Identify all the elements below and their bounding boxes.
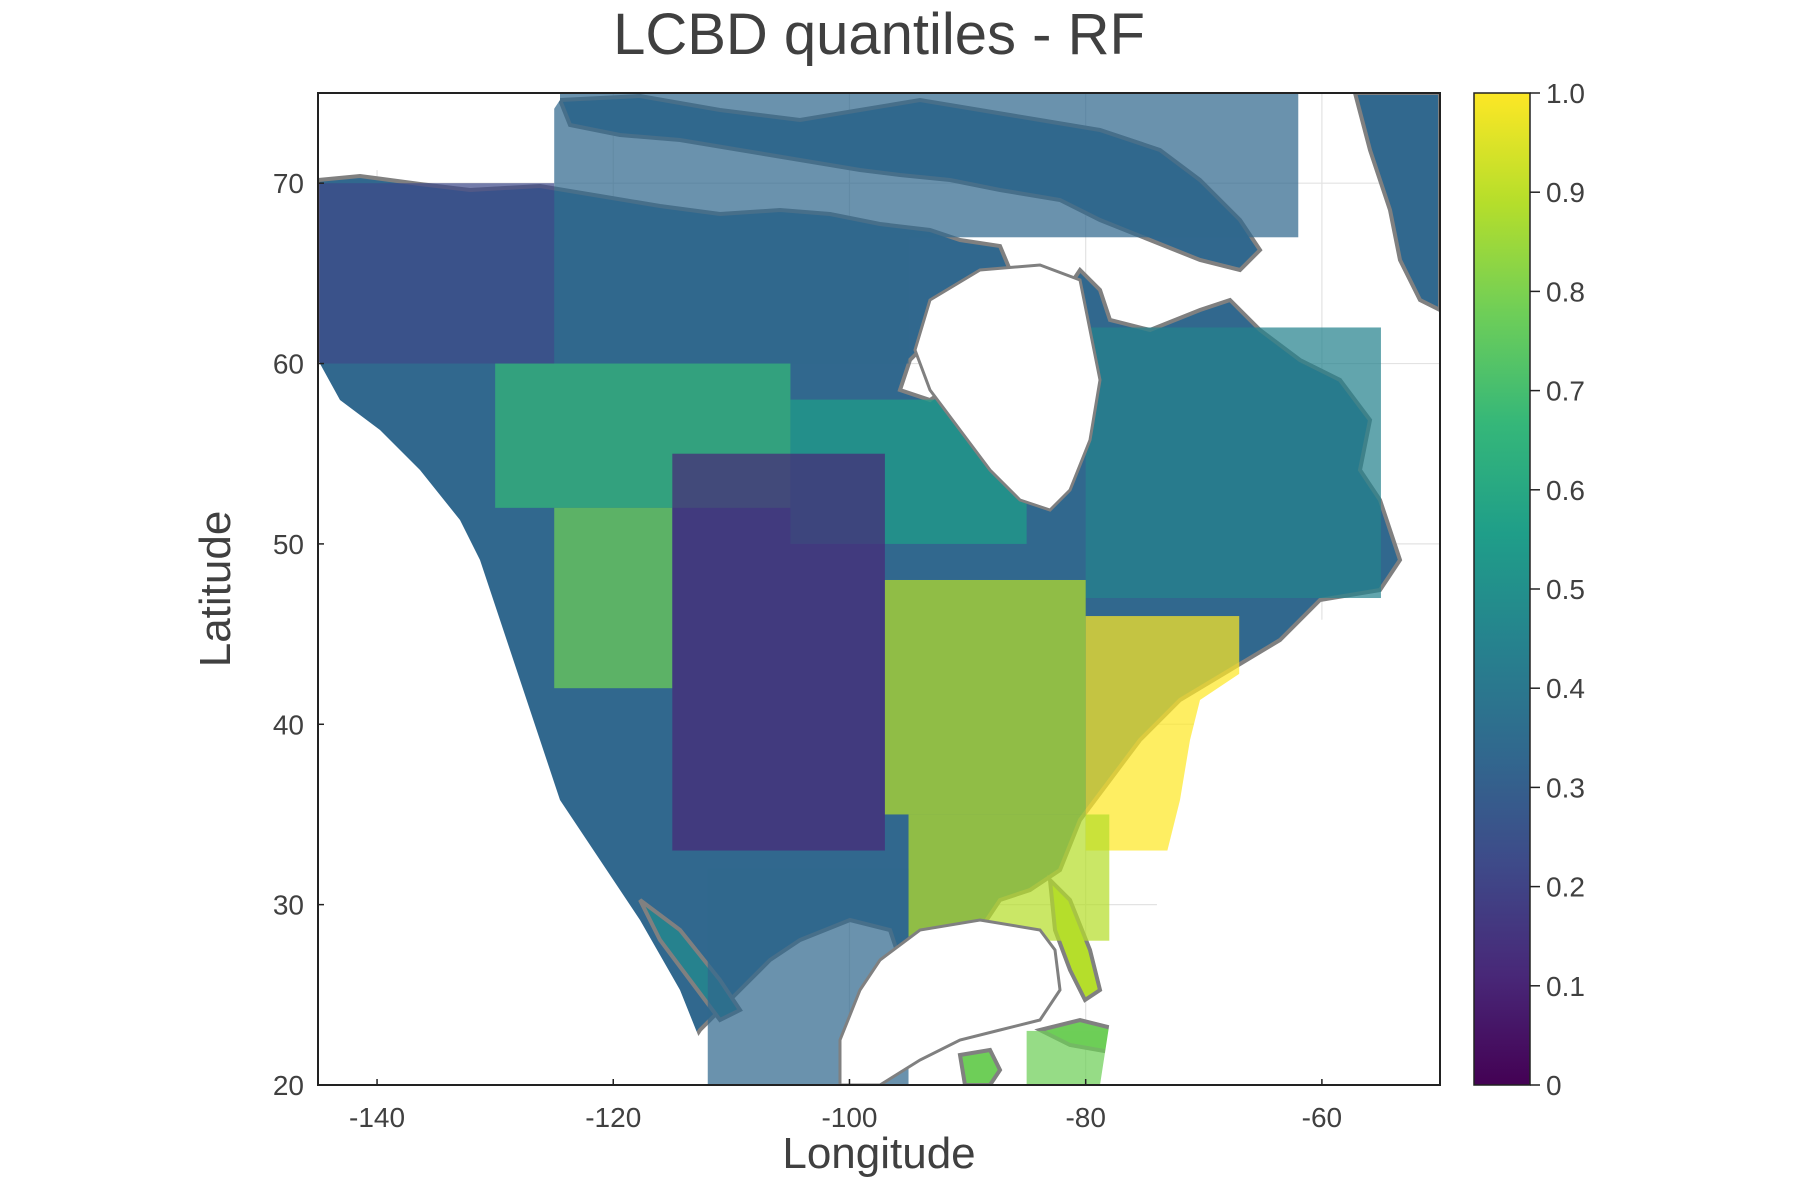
colorbar-tick-label: 0.3 [1546, 772, 1585, 803]
lcbd-map [318, 93, 1440, 1085]
arctic-ocean [318, 93, 560, 175]
x-axis-ticks: -140 -120 -100 -80 -60 [349, 1079, 1342, 1133]
y-tick-label: 50 [273, 529, 304, 560]
colorbar: 0 0.1 0.2 0.3 0.4 0.5 0.6 0.7 0.8 0.9 1.0 [1473, 78, 1585, 1101]
colorbar-tick-label: 0.1 [1546, 971, 1585, 1002]
colorbar-tick-label: 0.7 [1546, 376, 1585, 407]
colorbar-tick-label: 0 [1546, 1070, 1562, 1101]
colorbar-tick-label: 0.4 [1546, 673, 1585, 704]
colorbar-gradient [1474, 93, 1530, 1085]
colorbar-tick-label: 0.8 [1546, 276, 1585, 307]
land-yucatan [957, 1047, 1003, 1085]
y-axis-ticks: 20 30 40 50 60 70 [273, 168, 324, 1101]
gulf-of-mexico [838, 918, 1062, 1085]
x-tick-label: -120 [585, 1102, 641, 1133]
hudson-bay [913, 263, 1102, 512]
x-tick-label: -80 [1065, 1102, 1105, 1133]
x-tick-label: -60 [1302, 1102, 1342, 1133]
y-axis-label: Latitude [191, 511, 240, 668]
region-cell [672, 453, 885, 851]
x-tick-label: -140 [349, 1102, 405, 1133]
atlantic-east [1100, 600, 1440, 1085]
region-cell [554, 237, 909, 364]
region-cell [554, 507, 673, 689]
y-tick-label: 20 [273, 1070, 304, 1101]
colorbar-tick-label: 1.0 [1546, 78, 1585, 109]
y-tick-label: 60 [273, 349, 304, 380]
region-cell [554, 93, 1299, 238]
region-cell [908, 814, 1110, 941]
pacific-west [318, 360, 700, 1085]
lcbd-regions [318, 93, 1381, 1085]
plot-frame [317, 92, 1441, 1086]
y-tick-label: 30 [273, 890, 304, 921]
x-axis-label: Longitude [782, 1129, 975, 1178]
colorbar-tick-label: 0.5 [1546, 574, 1585, 605]
region-cell [884, 579, 1086, 815]
y-tick-label: 70 [273, 168, 304, 199]
colorbar-tick-label: 0.9 [1546, 177, 1585, 208]
colorbar-tick-label: 0.6 [1546, 475, 1585, 506]
x-tick-label: -100 [821, 1102, 877, 1133]
region-cell [318, 183, 555, 364]
chart-title: LCBD quantiles - RF [613, 2, 1145, 67]
region-cell [1085, 327, 1381, 599]
colorbar-tick-label: 0.2 [1546, 872, 1585, 903]
y-tick-label: 40 [273, 709, 304, 740]
water-bodies [318, 93, 1440, 1085]
colorbar-ticks: 0 0.1 0.2 0.3 0.4 0.5 0.6 0.7 0.8 0.9 1.0 [1530, 78, 1585, 1101]
land-greenland [1352, 93, 1440, 313]
